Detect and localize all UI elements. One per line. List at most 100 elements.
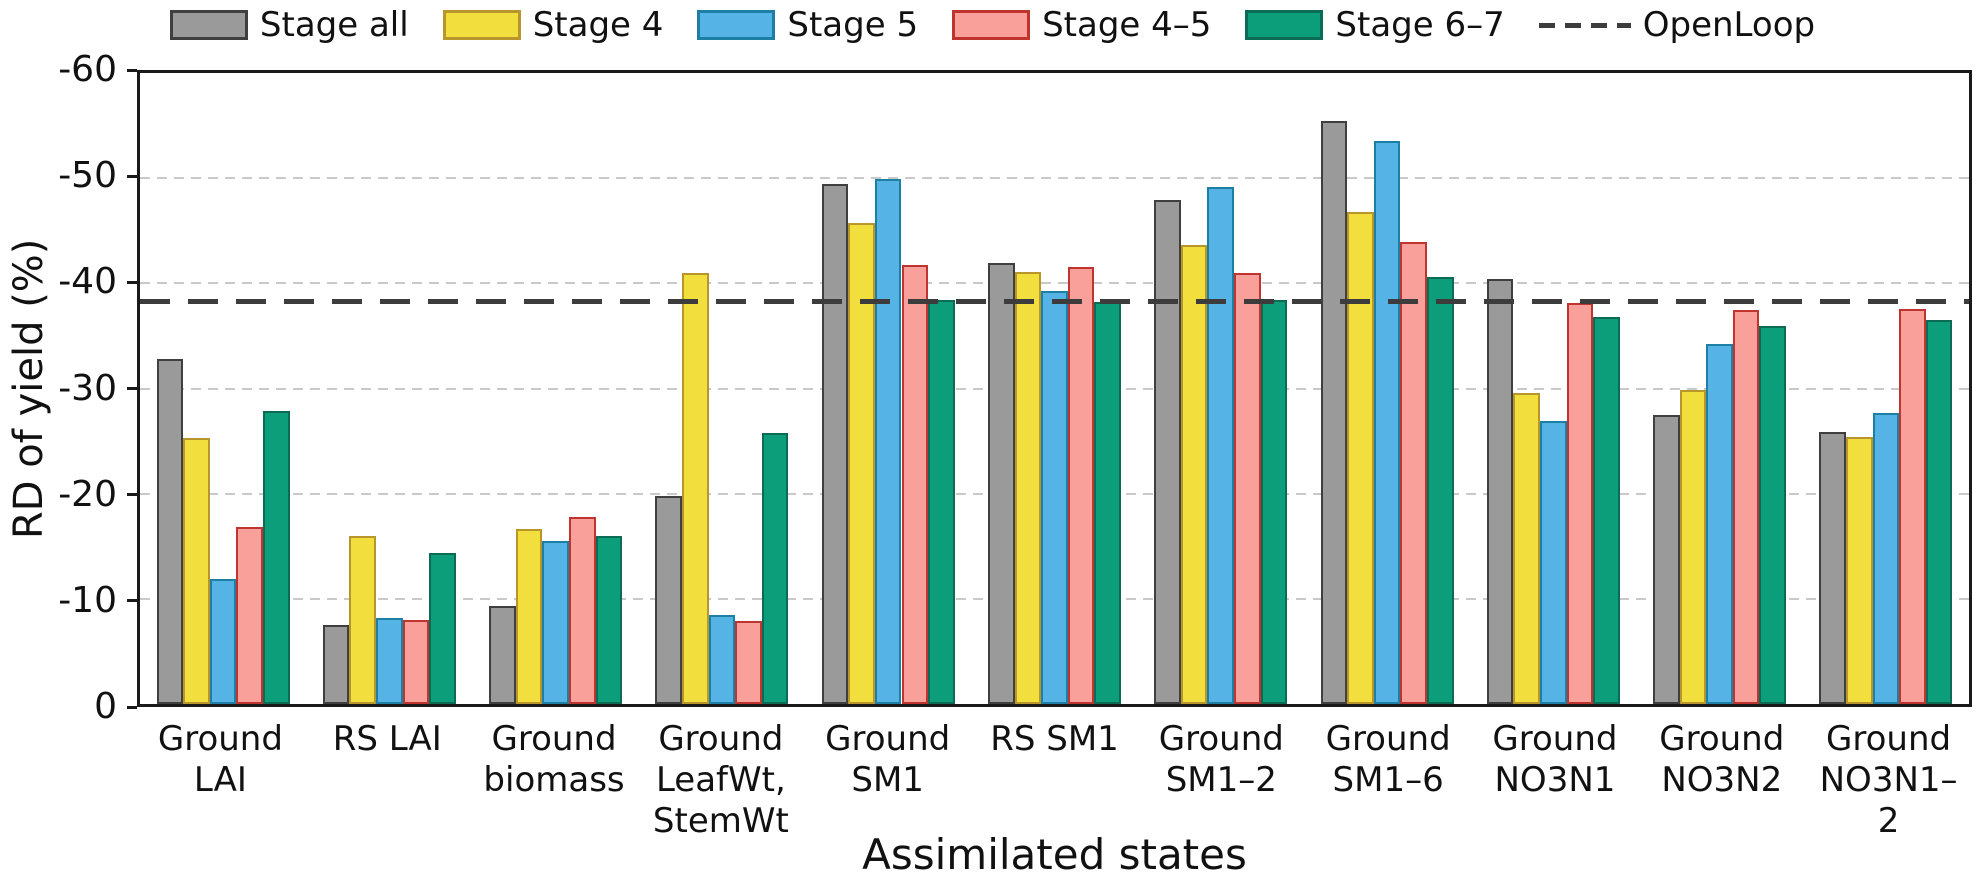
bar-group-ground-leafwt-stemwt	[639, 73, 805, 704]
openloop-reference-line	[140, 298, 1969, 304]
bar-group-ground-sm1-2	[1138, 73, 1304, 704]
bars	[821, 73, 955, 704]
bar-stage-all	[1320, 121, 1348, 704]
legend-label: Stage 6–7	[1335, 5, 1505, 45]
bars	[1819, 73, 1953, 704]
legend-label: Stage all	[259, 5, 409, 45]
bar-stage-all	[655, 495, 683, 704]
bar-stage-6-7	[263, 410, 290, 704]
x-tick-label-8: Ground SM1–6	[1325, 719, 1451, 800]
bar-stage-6-7	[1260, 300, 1288, 704]
bar-stage-4-5	[402, 619, 430, 704]
y-tick-label--60: -60	[58, 49, 117, 90]
bar-stage-4	[848, 223, 875, 704]
y-tick-label--30: -30	[58, 367, 117, 409]
legend-label: Stage 5	[787, 5, 919, 45]
bar-group-ground-no3n1-2	[1803, 73, 1969, 704]
y-tick-mark--50	[127, 174, 137, 178]
bar-group-ground-biomass	[473, 73, 639, 704]
x-axis-title: Assimilated states	[862, 830, 1247, 879]
bars	[489, 73, 623, 704]
y-tick-mark--60	[127, 68, 137, 72]
x-tick-label-11: Ground NO3N1–2	[1819, 719, 1958, 841]
bar-stage-4-5	[901, 265, 929, 704]
x-tick-label-2: RS LAI	[332, 719, 442, 759]
x-tick-label-7: Ground SM1–2	[1158, 719, 1284, 800]
y-tick-label--10: -10	[58, 579, 117, 621]
bar-stage-4-5	[1400, 242, 1427, 704]
bar-stage-4	[515, 529, 543, 704]
bar-stage-4	[1014, 271, 1042, 704]
bar-stage-4	[682, 272, 709, 704]
bar-stage-5	[708, 614, 736, 704]
legend-item-stage-all: Stage all	[169, 5, 409, 45]
y-tick-mark--40	[127, 280, 137, 284]
bar-stage-6-7	[1925, 320, 1953, 704]
bar-stage-6-7	[595, 535, 623, 704]
bar-stage-6-7	[429, 552, 456, 704]
bar-stage-all	[1154, 200, 1181, 704]
bar-stage-5	[874, 179, 902, 704]
bar-stage-6-7	[761, 432, 789, 704]
x-tick-label-3: Ground biomass	[483, 719, 625, 800]
bar-stage-all	[821, 184, 849, 704]
legend-label: Stage 4–5	[1042, 5, 1212, 45]
bar-stage-all	[322, 625, 350, 704]
bar-stage-4	[349, 535, 377, 704]
x-tick-label-9: Ground NO3N1	[1492, 719, 1618, 800]
bar-group-ground-no3n1	[1470, 73, 1636, 704]
bar-stage-5	[1373, 141, 1401, 704]
x-tick-label-10: Ground NO3N2	[1659, 719, 1785, 800]
bar-stage-5	[376, 617, 403, 704]
y-axis: 0 -10 -20 -30 -40 -50 -60	[0, 50, 137, 727]
gridline--40	[140, 282, 1969, 285]
bars	[1154, 73, 1288, 704]
x-tick-label-6: RS SM1	[990, 719, 1119, 759]
bar-stage-4-5	[1234, 272, 1261, 704]
legend-item-openloop: OpenLoop	[1538, 5, 1816, 45]
bar-stage-all	[987, 263, 1015, 704]
x-axis: Ground LAI RS LAI Ground biomass Ground Lea…	[137, 707, 1972, 841]
bar-stage-4-5	[568, 516, 596, 704]
bar-stage-4-5	[1566, 303, 1594, 704]
bar-stage-all	[489, 606, 516, 704]
legend-label: OpenLoop	[1642, 5, 1816, 45]
bar-stage-5	[1041, 290, 1068, 704]
bar-stage-all	[1653, 414, 1680, 704]
y-tick-label--40: -40	[58, 261, 117, 303]
bar-group-rs-lai	[306, 73, 472, 704]
legend-label: Stage 4	[532, 5, 664, 45]
bar-stage-4-5	[236, 527, 264, 704]
bar-stage-4-5	[1732, 309, 1760, 704]
x-tick-label-5: Ground SM1	[825, 719, 951, 800]
legend-item-stage-4: Stage 4	[442, 5, 664, 45]
legend-item-stage-4-5: Stage 4–5	[952, 8, 1211, 42]
bar-stage-4	[1347, 211, 1374, 704]
y-tick-mark-0	[127, 705, 137, 709]
bar-stage-4	[183, 437, 210, 704]
bar-stage-5	[542, 541, 569, 704]
bar-stage-4-5	[735, 620, 762, 704]
bar-stage-4	[1513, 392, 1540, 704]
bars	[1320, 73, 1454, 704]
bar-stage-all	[156, 359, 184, 704]
bar-stage-5	[1872, 412, 1900, 704]
bar-stage-4	[1845, 436, 1873, 704]
legend: Stage all Stage 4 Stage 5 Stage 4–5 Stage 6–…	[0, 2, 1985, 48]
bars	[1653, 73, 1787, 704]
bar-group-ground-lai	[140, 73, 306, 704]
x-tick-label-1: Ground LAI	[157, 719, 283, 800]
bars	[322, 73, 456, 704]
bar-stage-5	[1539, 421, 1567, 704]
legend-swatch-icon	[697, 10, 776, 40]
bars	[1486, 73, 1620, 704]
bar-group-rs-sm1	[971, 73, 1137, 704]
bar-group-ground-no3n2	[1636, 73, 1802, 704]
bar-stage-6-7	[1593, 317, 1620, 704]
bar-stage-6-7	[928, 300, 955, 704]
bar-stage-4-5	[1899, 308, 1926, 704]
y-tick-label--20: -20	[58, 473, 117, 515]
y-tick-mark--20	[127, 493, 137, 497]
bar-stage-5	[1207, 186, 1235, 704]
